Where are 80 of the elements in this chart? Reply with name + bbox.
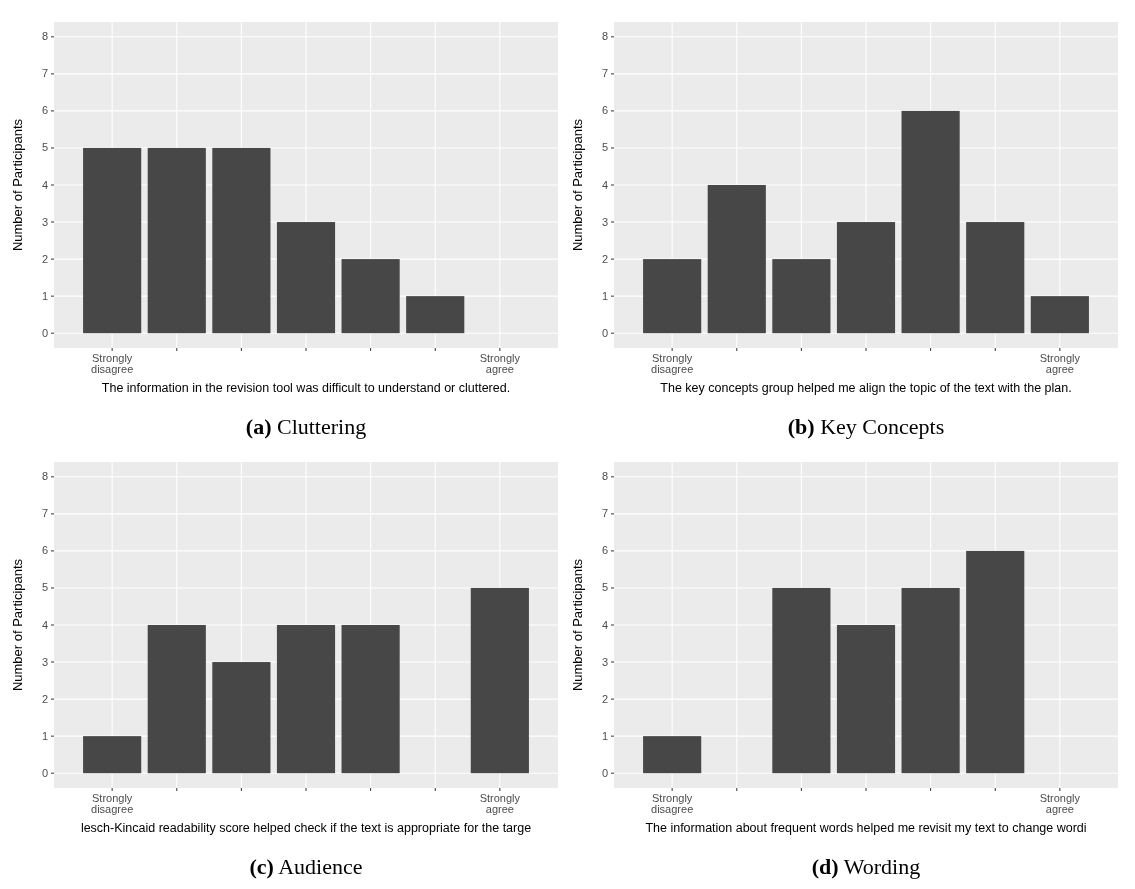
y-tick-label: 7 bbox=[41, 67, 48, 80]
x-axis-title: The information in the revision tool was difficult to understand or cluttered. bbox=[101, 381, 511, 395]
y-tick-label: 7 bbox=[601, 507, 608, 520]
bar bbox=[966, 222, 1025, 334]
y-tick-label: 4 bbox=[41, 178, 48, 191]
y-tick-label: 0 bbox=[601, 326, 608, 339]
text: (b) Key Concepts bbox=[787, 414, 945, 439]
bar bbox=[147, 625, 206, 774]
bar bbox=[1030, 296, 1089, 334]
text: (d) Wording bbox=[811, 854, 921, 879]
text: (c) Audience bbox=[249, 854, 363, 879]
y-tick-label: 1 bbox=[41, 729, 48, 742]
x-tick-label: Strongly disagree bbox=[651, 352, 694, 375]
bar bbox=[147, 147, 206, 334]
y-tick-label: 3 bbox=[601, 655, 608, 668]
y-tick-label: 7 bbox=[601, 67, 608, 80]
x-axis-title: The information about frequent words helped me revisit my text to change wordi bbox=[645, 821, 1087, 835]
y-tick-label: 1 bbox=[601, 729, 608, 742]
bar bbox=[406, 296, 465, 334]
bar bbox=[836, 625, 896, 774]
text: (a) Cluttering bbox=[245, 414, 367, 439]
y-tick-label: 0 bbox=[41, 326, 48, 339]
x-tick-label: Strongly agree bbox=[1039, 792, 1081, 815]
y-tick-label: 1 bbox=[41, 289, 48, 302]
x-tick-label: Strongly agree bbox=[479, 352, 521, 375]
bar bbox=[707, 185, 766, 334]
x-axis-title: The key concepts group helped me align the topic of the text with the plan. bbox=[660, 381, 1072, 395]
y-axis-title: Number of Participants bbox=[570, 118, 585, 252]
y-tick-label: 4 bbox=[601, 178, 608, 191]
y-tick-label: 1 bbox=[601, 289, 608, 302]
bar bbox=[772, 259, 831, 334]
y-tick-label: 5 bbox=[41, 141, 48, 154]
y-tick-label: 5 bbox=[41, 581, 48, 594]
y-tick-label: 6 bbox=[41, 544, 48, 557]
y-tick-label: 3 bbox=[601, 215, 608, 228]
bar bbox=[212, 147, 271, 334]
bar bbox=[341, 625, 400, 774]
bar bbox=[901, 110, 960, 334]
bar bbox=[966, 550, 1025, 774]
y-tick-label: 3 bbox=[41, 655, 48, 668]
y-axis-title: Number of Participants bbox=[570, 558, 585, 692]
y-tick-label: 5 bbox=[601, 581, 608, 594]
bar bbox=[901, 587, 960, 774]
y-tick-label: 6 bbox=[41, 104, 48, 117]
y-tick-label: 8 bbox=[41, 470, 48, 483]
y-tick-label: 3 bbox=[41, 215, 48, 228]
y-tick-label: 6 bbox=[601, 104, 608, 117]
y-tick-label: 8 bbox=[41, 30, 48, 43]
bar bbox=[276, 625, 336, 774]
bar bbox=[772, 587, 831, 774]
bar bbox=[276, 222, 336, 334]
y-axis-title: Number of Participants bbox=[10, 558, 25, 692]
bar bbox=[643, 259, 702, 334]
y-tick-label: 4 bbox=[601, 618, 608, 631]
bar bbox=[83, 736, 142, 774]
x-tick-label: Strongly agree bbox=[1039, 352, 1081, 375]
y-tick-label: 2 bbox=[601, 692, 608, 705]
y-tick-label: 6 bbox=[601, 544, 608, 557]
y-axis-title: Number of Participants bbox=[10, 118, 25, 252]
bar bbox=[643, 736, 702, 774]
x-tick-label: Strongly disagree bbox=[91, 792, 134, 815]
y-tick-label: 0 bbox=[41, 766, 48, 779]
y-tick-label: 2 bbox=[601, 252, 608, 265]
bar bbox=[212, 662, 271, 774]
y-tick-label: 5 bbox=[601, 141, 608, 154]
y-tick-label: 4 bbox=[41, 618, 48, 631]
bar bbox=[836, 222, 896, 334]
x-tick-label: Strongly disagree bbox=[91, 352, 134, 375]
x-tick-label: Strongly agree bbox=[479, 792, 521, 815]
y-tick-label: 0 bbox=[601, 766, 608, 779]
y-tick-label: 7 bbox=[41, 507, 48, 520]
x-axis-title: lesch-Kincaid readability score helped check if the text is appropriate for the targe bbox=[80, 821, 532, 835]
y-tick-label: 8 bbox=[601, 470, 608, 483]
bar bbox=[470, 587, 529, 774]
y-tick-label: 2 bbox=[41, 692, 48, 705]
x-tick-label: Strongly disagree bbox=[651, 792, 694, 815]
bar bbox=[341, 259, 400, 334]
y-tick-label: 8 bbox=[601, 30, 608, 43]
bar bbox=[83, 147, 142, 334]
y-tick-label: 2 bbox=[41, 252, 48, 265]
